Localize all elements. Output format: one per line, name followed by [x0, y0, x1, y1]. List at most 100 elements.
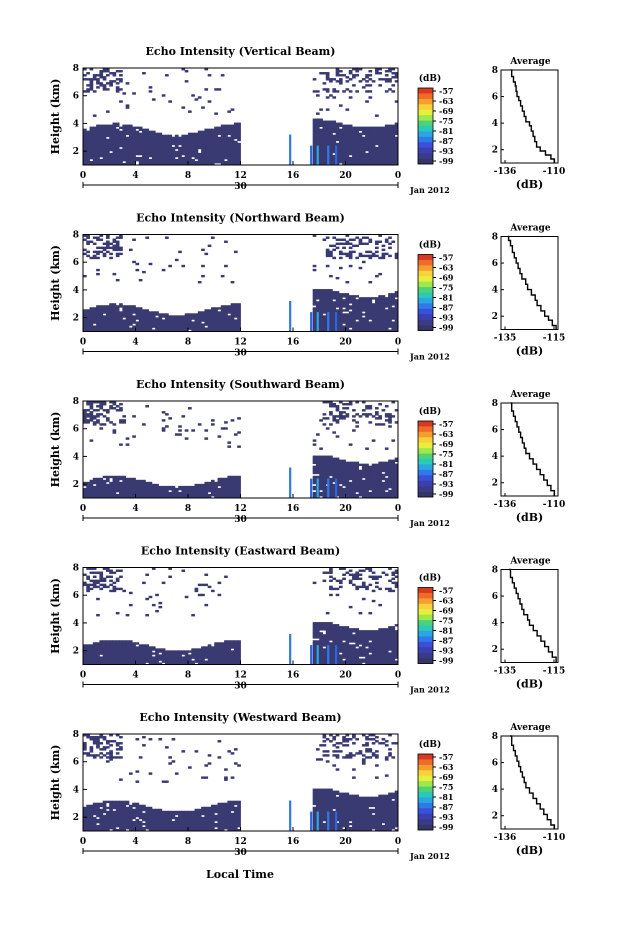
echo-cell — [365, 156, 369, 160]
echo-cell — [355, 401, 360, 404]
echo-cell — [378, 491, 382, 495]
echo-cell — [145, 313, 150, 316]
echo-cell — [155, 327, 159, 330]
echo-cell — [230, 485, 235, 489]
echo-cell — [352, 148, 356, 152]
echo-cell — [168, 327, 172, 330]
echo-cell — [83, 327, 87, 330]
echo-cell — [342, 567, 346, 570]
echo-cell — [342, 160, 346, 164]
echo-cell — [89, 154, 94, 158]
echo-cell — [191, 94, 195, 97]
echo-cell — [207, 325, 212, 328]
echo-cell — [368, 311, 373, 314]
echo-cell — [319, 481, 323, 485]
echo-cell — [329, 403, 333, 406]
echo-cell — [375, 477, 379, 481]
echo-cell — [388, 477, 392, 481]
echo-cell — [335, 299, 340, 302]
echo-cell — [86, 419, 90, 422]
echo-cell — [335, 407, 340, 410]
echo-cell — [388, 311, 392, 314]
echo-cell — [388, 246, 392, 250]
echo-cell — [312, 465, 317, 469]
echo-cell — [197, 156, 202, 160]
echo-cell — [388, 483, 392, 487]
echo-cell — [355, 162, 360, 165]
echo-cell — [132, 160, 136, 164]
echo-cell — [128, 146, 133, 150]
echo-cell — [312, 132, 317, 136]
echo-cell — [96, 579, 100, 583]
echo-cell — [128, 656, 133, 659]
echo-cell — [338, 128, 343, 132]
echo-cell — [89, 256, 94, 260]
echo-cell — [105, 144, 110, 148]
echo-cell — [171, 660, 176, 663]
echo-cell — [142, 146, 146, 150]
echo-cell — [89, 491, 94, 495]
echo-cell — [332, 405, 337, 408]
echo-cell — [83, 411, 87, 414]
echo-cell — [92, 493, 97, 497]
echo-cell — [204, 317, 209, 320]
echo-cell — [135, 317, 140, 320]
colorbar-swatch — [418, 464, 433, 471]
echo-cell — [132, 656, 136, 659]
echo-cell — [188, 152, 192, 156]
echo-cell — [335, 74, 340, 77]
echo-cell — [83, 652, 87, 655]
echo-cell — [365, 634, 369, 637]
echo-cell — [358, 638, 363, 641]
echo-cell — [184, 329, 189, 332]
echo-cell — [348, 463, 353, 467]
echo-cell — [230, 132, 235, 136]
echo-cell — [388, 152, 392, 156]
echo-cell — [115, 325, 120, 328]
echo-cell — [135, 485, 140, 489]
echo-cell — [92, 319, 97, 322]
echo-cell — [188, 144, 192, 148]
echo-cell — [227, 642, 232, 645]
echo-cell — [148, 489, 153, 493]
colorbar-tick-label: -75 — [439, 116, 453, 126]
echo-cell — [365, 100, 369, 103]
echo-cell — [155, 156, 159, 160]
echo-cell — [151, 150, 156, 154]
echo-cell — [335, 481, 340, 485]
echo-cell — [391, 132, 396, 136]
echo-cell — [214, 156, 218, 160]
echo-cell — [332, 660, 337, 663]
echo-cell — [178, 158, 182, 162]
echo-cell — [89, 329, 94, 332]
echo-cell — [345, 493, 350, 497]
echo-cell — [325, 134, 330, 138]
echo-cell — [128, 158, 133, 162]
echo-cell — [312, 646, 317, 649]
echo-cell — [128, 313, 133, 316]
echo-cell — [201, 485, 205, 489]
echo-cell — [115, 254, 120, 258]
echo-cell — [197, 162, 202, 165]
echo-cell — [191, 487, 195, 491]
echo-cell — [92, 325, 97, 328]
echo-cell — [319, 158, 323, 162]
echo-cell — [89, 309, 94, 312]
echo-cell — [115, 489, 120, 493]
echo-cell — [312, 652, 317, 655]
echo-cell — [158, 132, 163, 136]
echo-cell — [165, 327, 169, 330]
echo-cell — [102, 321, 107, 324]
echo-cell — [332, 323, 337, 326]
echo-cell — [92, 144, 97, 148]
echo-cell — [338, 138, 343, 142]
echo-cell — [322, 479, 327, 483]
echo-cell — [391, 493, 396, 497]
echo-cell — [319, 128, 323, 132]
echo-cell — [237, 656, 241, 659]
echo-cell — [338, 82, 343, 85]
echo-cell — [355, 467, 360, 471]
echo-cell — [361, 467, 366, 471]
echo-cell — [358, 652, 363, 655]
echo-cell — [217, 477, 222, 481]
